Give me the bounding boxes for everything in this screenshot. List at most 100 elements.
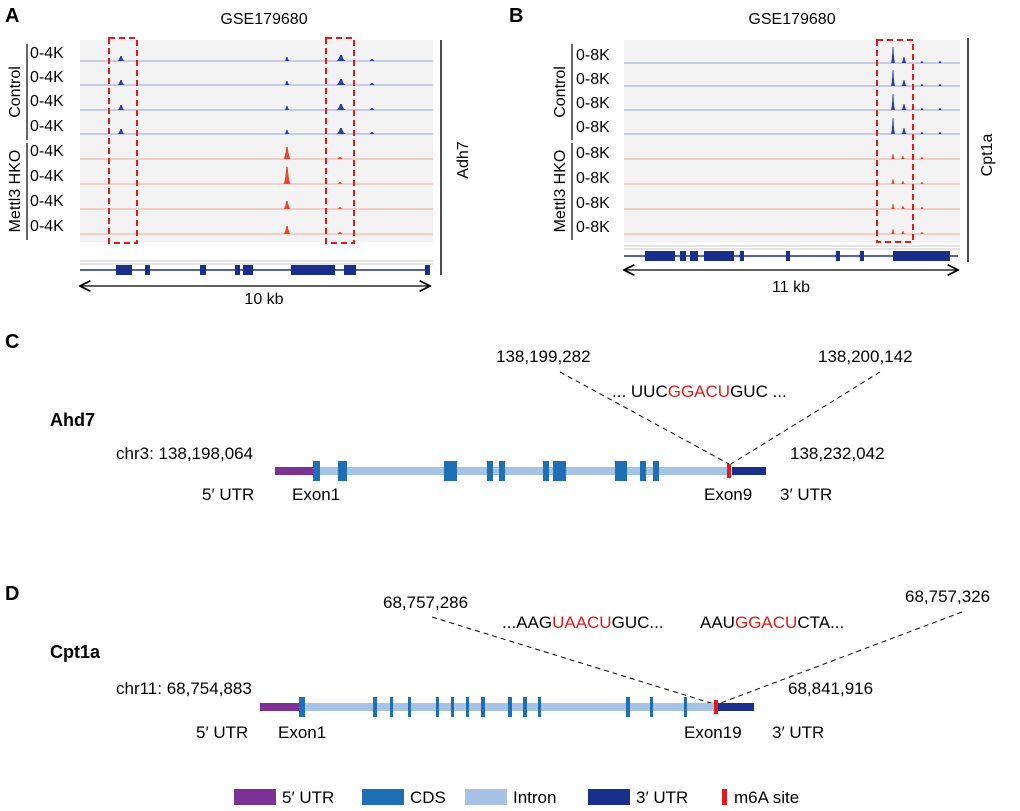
panel-a-track-peak	[369, 132, 375, 134]
panel-c-cds-exon	[553, 461, 566, 481]
panel-b: B GSE179680 0-8K 0-8K 0-8K 0-8K 0-8K 0-8…	[509, 5, 996, 296]
panel-b-track-background	[624, 40, 960, 242]
panel-c-utr3-label: 3′ UTR	[780, 485, 832, 504]
panel-b-track-peak	[891, 204, 895, 209]
legend-label-intron: Intron	[513, 788, 556, 807]
panel-c-letter: C	[5, 331, 19, 353]
panel-b-track-label: 0-8K	[576, 145, 610, 162]
panel-b-track-label: 0-8K	[576, 219, 610, 236]
legend-swatch-m6a	[722, 789, 727, 805]
panel-b-track-label: 0-8K	[576, 119, 610, 136]
panel-d-cds-exon	[508, 697, 512, 717]
panel-b-track-peak	[891, 47, 895, 63]
panel-d-cds-exon	[299, 697, 305, 717]
panel-a-group-ko: Mettl3 HKO	[7, 150, 24, 233]
panel-d-zoom-line	[431, 616, 715, 705]
panel-b-gene-exon	[690, 251, 698, 261]
panel-b-track-peak	[891, 154, 895, 159]
panel-d-utr3-label: 3′ UTR	[772, 723, 824, 742]
panel-c-transcript-model	[275, 461, 766, 481]
panel-b-track-peak	[901, 231, 905, 234]
panel-b-track-label: 0-8K	[576, 47, 610, 64]
panel-a-track-peak	[336, 55, 346, 61]
panel-b-gene-exon	[740, 251, 744, 261]
panel-a-track-peak	[283, 147, 291, 159]
panel-a-gene-exon	[235, 265, 240, 275]
panel-b-group-ko: Mettl3 HKO	[552, 150, 569, 233]
panel-a-track-peak	[337, 232, 343, 234]
panel-a-group-control: Control	[7, 66, 24, 118]
panel-c-cds-exon	[487, 461, 493, 481]
panel-a-gene-exon	[145, 265, 150, 275]
panel-d-cds-exon	[436, 697, 439, 717]
panel-d-seq2-motif: GGACU	[735, 613, 797, 632]
panel-d-cds-exon	[390, 697, 393, 717]
panel-a-track-peak	[283, 167, 291, 184]
panel-d-sequence-2: AAUGGACUCTA...	[700, 613, 844, 632]
panel-a-track-peak	[337, 157, 343, 159]
legend-swatch-utr5	[234, 789, 276, 805]
legend-swatch-utr3	[588, 789, 630, 805]
panel-b-letter: B	[509, 5, 523, 27]
panel-b-track-peak	[891, 179, 895, 184]
panel-c-intron	[314, 467, 730, 475]
panel-d-chr-end: 68,841,916	[788, 679, 873, 698]
panel-d-utr3	[718, 703, 754, 711]
legend-label-utr3: 3′ UTR	[636, 788, 688, 807]
panel-b-track-label: 0-8K	[576, 195, 610, 212]
panel-b-tracks	[624, 47, 960, 235]
panel-d-cds-exon	[684, 697, 687, 717]
panel-c-gene-name: Ahd7	[50, 410, 95, 430]
panel-c-cds-exon	[313, 461, 320, 481]
panel-c-exon-first: Exon1	[292, 485, 340, 504]
panel-b-track-labels: 0-8K 0-8K 0-8K 0-8K 0-8K 0-8K 0-8K 0-8K	[576, 47, 610, 236]
panel-c-chr-end: 138,232,042	[790, 444, 885, 463]
panel-a-track-peak	[117, 105, 125, 110]
panel-c-zoom-line	[730, 371, 881, 465]
panel-a-highlight-box	[108, 37, 138, 244]
panel-a-track-peak	[283, 201, 291, 209]
panel-a-track-label: 0-4K	[30, 193, 64, 210]
panel-a-gene-model	[80, 265, 430, 275]
panel-b-title: GSE179680	[748, 11, 835, 28]
legend-label-cds: CDS	[410, 788, 446, 807]
panel-a-track-label: 0-4K	[30, 45, 64, 62]
panel-c-sequence: ... UUCGGACUGUC ...	[612, 382, 787, 401]
panel-a-track-peak	[369, 83, 375, 85]
panel-b-track-peak	[920, 61, 924, 63]
panel-c-exon-last: Exon9	[704, 485, 752, 504]
panel-b-track-peak	[920, 182, 924, 184]
panel-a-track-peak	[369, 108, 375, 110]
panel-a: A GSE179680 0-4K 0-4K 0-4K 0-4K 0-4K 0-4…	[5, 5, 472, 308]
panel-c-utr5	[275, 467, 314, 475]
panel-d-seq1-motif: UAACU	[552, 613, 612, 632]
panel-a-track-peak	[284, 81, 290, 85]
panel-c-cds-exon	[444, 461, 457, 481]
panel-d-cds-exon	[466, 697, 469, 717]
panel-b-track-peak	[920, 84, 924, 86]
panel-d-cds-exon	[451, 697, 454, 717]
panel-a-track-labels: 0-4K 0-4K 0-4K 0-4K 0-4K 0-4K 0-4K 0-4K	[30, 45, 64, 235]
panel-d-seq1-suffix: GUC...	[612, 613, 664, 632]
panel-c-cds-exon	[338, 461, 347, 481]
panel-c-cds-exon	[615, 461, 627, 481]
panel-d-zoom-line	[717, 611, 963, 705]
panel-a-track-peak	[336, 104, 346, 110]
panel-a-gene-name: Adh7	[455, 141, 472, 178]
panel-b-track-peak	[920, 108, 924, 110]
panel-b-track-peak	[891, 229, 895, 234]
panel-b-gene-name: Cpt1a	[979, 134, 996, 177]
panel-a-gene-exon	[116, 265, 132, 275]
panel-b-gene-exon	[786, 251, 790, 261]
panel-a-scale-label: 10 kb	[244, 291, 283, 308]
panel-c-seq-motif: GGACU	[668, 382, 730, 401]
panel-d-exon-last: Exon19	[684, 723, 742, 742]
legend-swatch-intron	[465, 789, 507, 805]
panel-c-cds-exon	[640, 461, 646, 481]
legend: 5′ UTR CDS Intron 3′ UTR m6A site	[234, 788, 799, 807]
panel-b-track-peak	[938, 84, 942, 86]
panel-b-track-peak	[901, 156, 905, 159]
panel-b-gene-exon	[836, 251, 840, 261]
panel-b-track-peak	[938, 132, 942, 134]
